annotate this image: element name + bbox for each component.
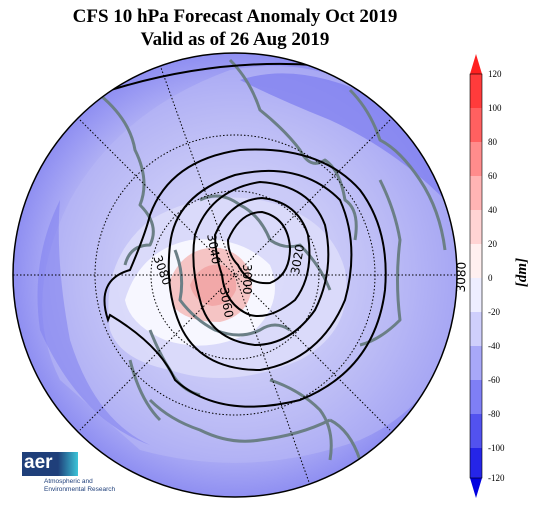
colorbar-tick: 120 (488, 69, 502, 79)
colorbar-tick: 40 (488, 205, 498, 215)
logo-mark-text: aer (24, 452, 53, 473)
colorbar-tick: -40 (488, 341, 500, 351)
contour-label: 3000 (240, 264, 254, 295)
colorbar-tick: -20 (488, 307, 500, 317)
colorbar-tick: 80 (488, 137, 498, 147)
colorbar-tick: 0 (488, 273, 493, 283)
colorbar-tick: 100 (488, 103, 502, 113)
colorbar-unit-label: [dm] (514, 257, 531, 288)
colorbar: 120 100 80 60 40 20 0 -20 -40 -60 -80 -1… (469, 54, 505, 498)
logo-mark: aer (22, 452, 78, 476)
contour-label: 3080 (454, 262, 469, 293)
colorbar-extend-top (470, 54, 482, 74)
map-title-line1: CFS 10 hPa Forecast Anomaly Oct 2019 (72, 6, 398, 27)
map-boundary (12, 52, 458, 498)
logo-text: Atmospheric and Environmental Research (44, 478, 115, 494)
contour-label: 3060 (217, 286, 236, 319)
anomaly-field (13, 53, 457, 497)
colorbar-tick: 20 (488, 239, 498, 249)
contour-label: 3040 (204, 233, 223, 266)
colorbar-tick: -60 (488, 375, 500, 385)
colorbar-tick: 60 (488, 171, 498, 181)
colorbar-tick: -120 (488, 473, 505, 483)
aer-logo: aer Atmospheric and Environmental Resear… (22, 452, 115, 493)
map-title-line2: Valid as of 26 Aug 2019 (140, 29, 330, 50)
colorbar-tick: -100 (488, 443, 505, 453)
contour-label: 3020 (288, 243, 307, 276)
colorbar-tick: -80 (488, 409, 500, 419)
logo-text-line1: Atmospheric and (44, 478, 93, 485)
logo-text-line2: Environmental Research (44, 486, 116, 493)
colorbar-extend-bottom (470, 478, 482, 498)
